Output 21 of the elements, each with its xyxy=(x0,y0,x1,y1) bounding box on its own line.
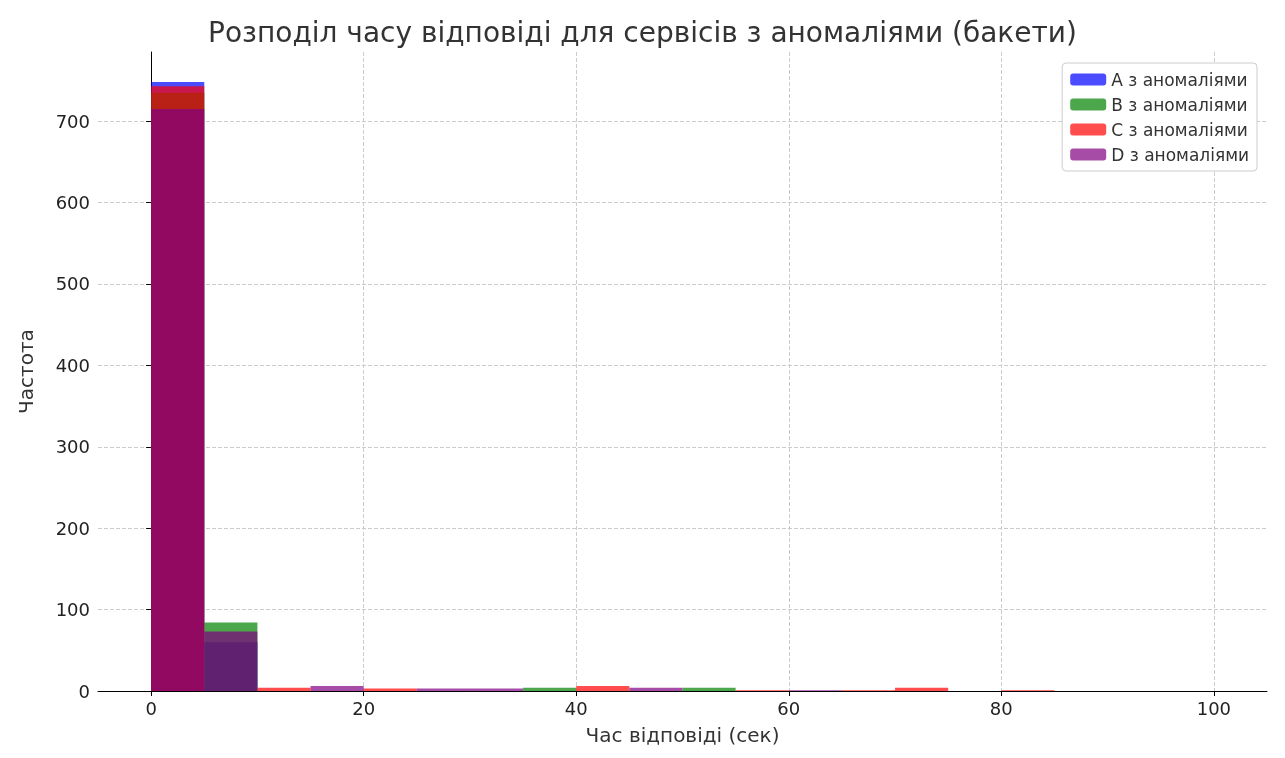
y-tick-label: 700 xyxy=(55,110,90,132)
y-tick-label: 300 xyxy=(55,436,90,458)
y-axis-title: Частота xyxy=(14,329,38,414)
x-tick-label: 0 xyxy=(145,697,157,719)
x-tick-label: 80 xyxy=(989,697,1013,719)
x-tick-label: 20 xyxy=(352,697,376,719)
chart-title: Розподіл часу відповіді для сервісів з аномаліями (бакети) xyxy=(208,15,1077,49)
x-tick-label: 40 xyxy=(564,697,588,719)
y-tick-label: 400 xyxy=(55,354,90,376)
legend-label: B з аномаліями xyxy=(1111,94,1248,115)
legend-label: A з аномаліями xyxy=(1111,69,1248,90)
y-tick-label: 200 xyxy=(55,517,90,539)
x-tick-label: 60 xyxy=(777,697,801,719)
legend-label: C з аномаліями xyxy=(1111,119,1248,140)
y-tick-label: 0 xyxy=(78,680,90,702)
y-tick-label: 600 xyxy=(55,192,90,214)
x-axis-title: Час відповіді (сек) xyxy=(585,723,780,747)
x-tick-label: 100 xyxy=(1196,697,1232,719)
legend-label: D з аномаліями xyxy=(1111,144,1250,165)
y-tick-label: 100 xyxy=(55,599,90,621)
y-tick-label: 500 xyxy=(55,273,90,295)
